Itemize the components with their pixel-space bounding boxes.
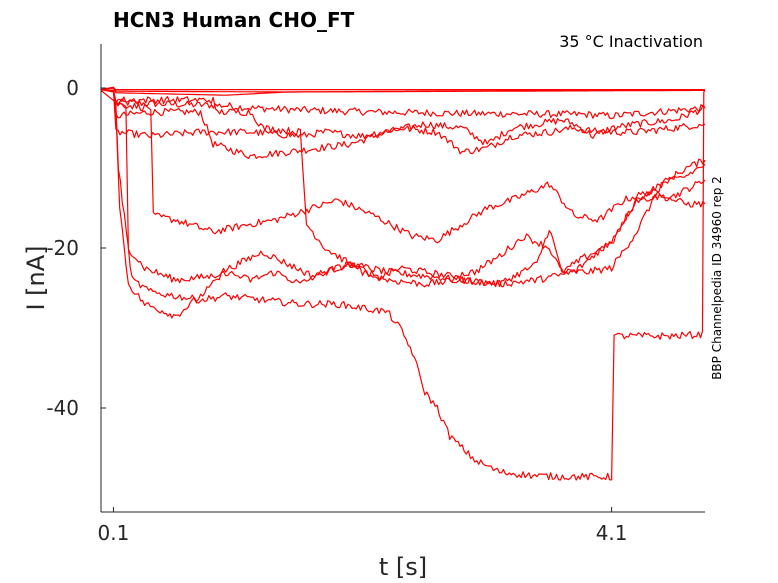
trace-8	[100, 89, 706, 287]
trace-1	[100, 87, 705, 91]
trace-4	[100, 89, 706, 120]
trace-11	[100, 89, 706, 481]
trace-3	[100, 87, 705, 96]
side-label: BBP Channelpedia ID 34960 rep 2	[710, 176, 724, 380]
y-tick-label: -40	[46, 396, 79, 420]
chart-subtitle: 35 °C Inactivation	[559, 32, 703, 51]
y-ticks: 0 -20 -40	[46, 76, 106, 420]
trace-6	[100, 89, 706, 155]
trace-9	[100, 89, 706, 284]
x-tick-label: 0.1	[98, 521, 130, 545]
y-axis-label: I [nA]	[22, 245, 50, 310]
y-tick-label: -20	[46, 236, 79, 260]
x-axis-label: t [s]	[379, 553, 427, 581]
chart-title: HCN3 Human CHO_FT	[113, 8, 355, 32]
x-ticks: 0.1 4.1	[98, 507, 628, 545]
trace-10	[100, 89, 706, 319]
trace-7	[100, 89, 706, 244]
plot-traces	[100, 86, 706, 481]
x-tick-label: 4.1	[596, 521, 628, 545]
y-tick-label: 0	[66, 76, 79, 100]
trace-5	[100, 89, 706, 159]
